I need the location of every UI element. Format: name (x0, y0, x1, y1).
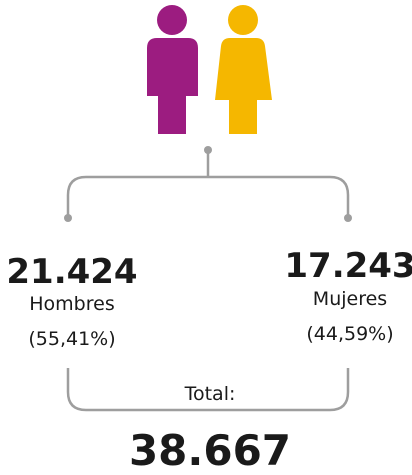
total-label: Total: (184, 383, 236, 405)
men-label: Hombres (29, 293, 114, 315)
women-count: 17.243 (284, 246, 412, 286)
women-share: (44,59%) (306, 323, 393, 345)
connector-dots (64, 146, 352, 222)
men-count: 21.424 (6, 252, 137, 292)
man-icon (147, 5, 198, 134)
connector (66, 150, 350, 412)
men-share: (55,41%) (28, 328, 115, 350)
woman-icon (215, 5, 272, 134)
total-count: 38.667 (129, 426, 291, 475)
women-label: Mujeres (313, 288, 387, 310)
